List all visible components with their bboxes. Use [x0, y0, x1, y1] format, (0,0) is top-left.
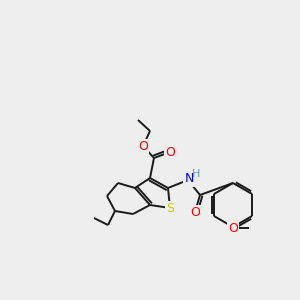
Text: H: H	[192, 169, 200, 179]
Text: O: O	[228, 221, 238, 235]
Text: O: O	[165, 146, 175, 158]
Text: S: S	[166, 202, 174, 214]
Text: O: O	[190, 206, 200, 218]
Text: N: N	[184, 172, 194, 185]
Text: O: O	[138, 140, 148, 152]
